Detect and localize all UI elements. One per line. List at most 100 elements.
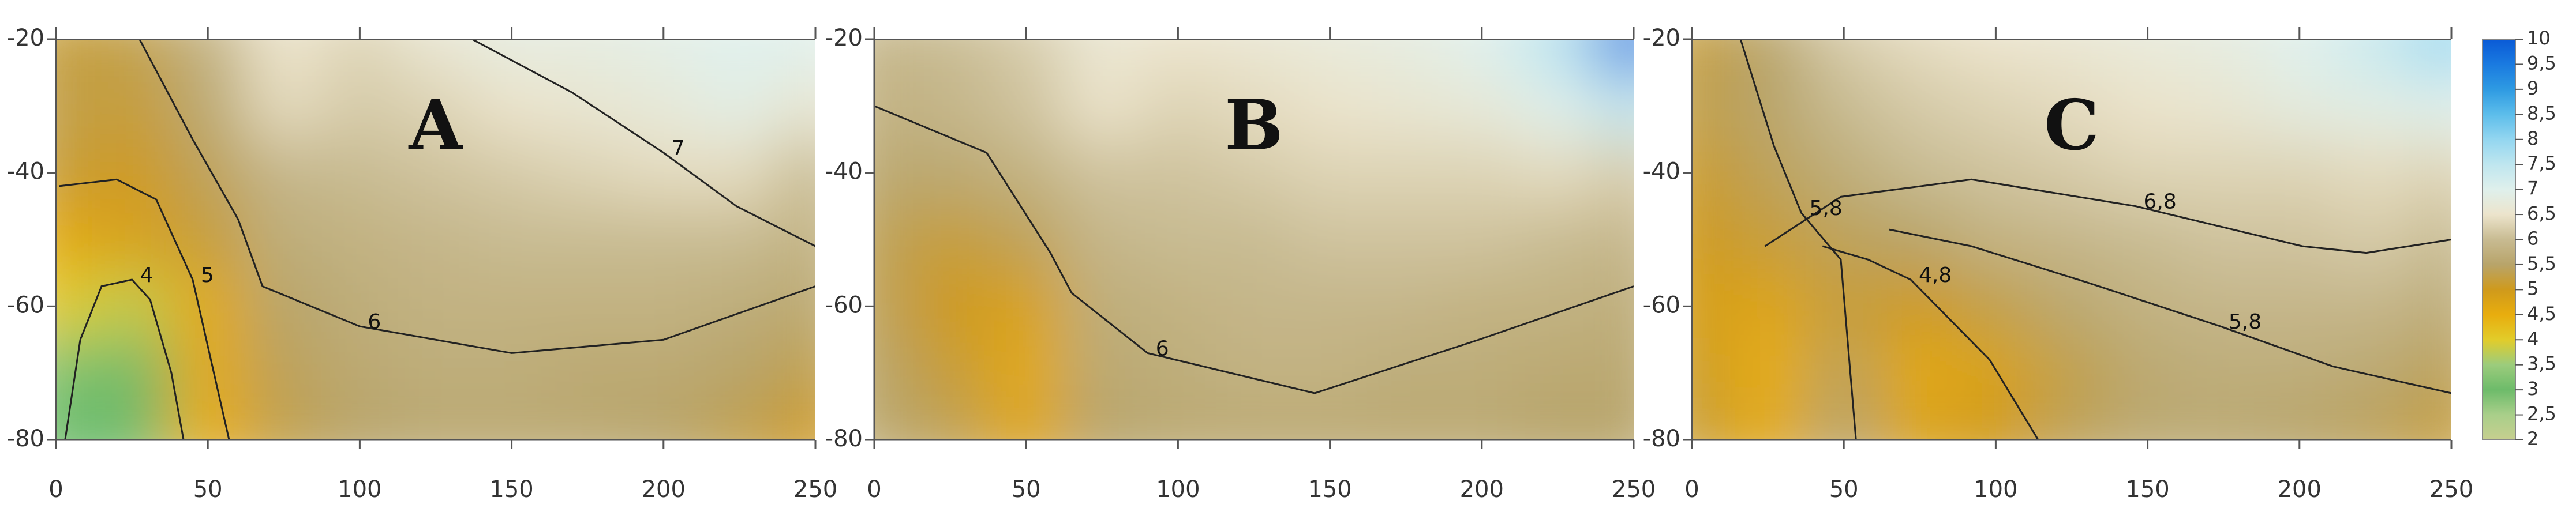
field-cell [1443, 339, 1521, 408]
colorbar-tick-label: 2 [2527, 428, 2538, 450]
field-cell [625, 272, 702, 341]
field-cell [1881, 71, 1959, 140]
field-cell [56, 138, 95, 207]
field-cell [1957, 138, 2035, 207]
panel-label: B [1225, 85, 1283, 166]
field-cell [1805, 39, 1882, 73]
field-cell [874, 39, 913, 73]
field-cell [1595, 71, 1634, 140]
contour-line [1889, 228, 2451, 394]
field-cell [1519, 39, 1597, 73]
field-cell [1957, 39, 2035, 73]
contour-line [138, 39, 815, 354]
x-tick-label: 50 [1829, 476, 1859, 503]
field-cell [2337, 71, 2414, 140]
colorbar-tick-label: 6 [2527, 228, 2538, 250]
field-cell [2109, 339, 2186, 408]
field-cell [1139, 339, 1217, 408]
field-cell [93, 39, 171, 73]
field-cell [1595, 339, 1634, 408]
contour-line [1822, 245, 2039, 440]
field-cell [56, 205, 95, 274]
field-cell [1367, 71, 1444, 140]
field-cell [1595, 406, 1634, 440]
field-cell [1692, 71, 1731, 140]
field-cell [1291, 138, 1369, 207]
field [1692, 39, 2451, 440]
x-tick-label: 0 [1684, 476, 1699, 503]
field-cell [1443, 71, 1521, 140]
field-cell [1805, 138, 1882, 207]
field-cell [2261, 71, 2338, 140]
field-cell [1443, 39, 1521, 73]
field-cell [701, 339, 778, 408]
field-cell [2033, 205, 2110, 274]
field-cell [1367, 205, 1444, 274]
contour-line [874, 105, 1634, 394]
field-cell [701, 272, 778, 341]
field-cell [1064, 272, 1141, 341]
field-cell [2337, 205, 2414, 274]
colorbar-tick-label: 3,5 [2527, 353, 2556, 375]
contour-label: 4 [140, 263, 153, 287]
field-cell [93, 272, 171, 341]
field-cell [1367, 272, 1444, 341]
colorbar-tick-label: 4 [2527, 327, 2538, 349]
x-tick-label: 250 [793, 476, 837, 503]
field-cell [321, 138, 399, 207]
field-cell [2413, 339, 2451, 408]
field-cell [1805, 272, 1882, 341]
field [874, 39, 1634, 440]
colorbar-tick-label: 5 [2527, 277, 2538, 299]
field-cell [1291, 205, 1369, 274]
field-cell [1291, 406, 1369, 440]
field-cell [397, 406, 474, 440]
y-tick-label: -40 [7, 159, 44, 185]
field-cell [1519, 406, 1597, 440]
field-cell [93, 138, 171, 207]
x-tick-label: 200 [1460, 476, 1504, 503]
field-cell [321, 39, 399, 73]
field-cell [874, 272, 913, 341]
field-cell [473, 71, 551, 140]
field-cell [473, 205, 551, 274]
field-cell [2185, 272, 2262, 341]
field-cell [1367, 339, 1444, 408]
field-cell [1692, 138, 1731, 207]
field-cell [1881, 272, 1959, 341]
field-cell [777, 138, 815, 207]
field-cell [169, 205, 246, 274]
field-cell [169, 339, 246, 408]
field-cell [2413, 272, 2451, 341]
field-cell [93, 71, 171, 140]
field-cell [56, 71, 95, 140]
field-cells [874, 39, 1634, 440]
field-cell [2261, 138, 2338, 207]
contour-label: 7 [672, 137, 685, 160]
field-cell [1519, 272, 1597, 341]
field-cell [397, 272, 474, 341]
colorbar-tick-label: 7 [2527, 178, 2538, 199]
x-tick-label: 50 [193, 476, 223, 503]
field-cell [1064, 406, 1141, 440]
colorbar-tick-label: 9 [2527, 77, 2538, 99]
field-cell [1805, 339, 1882, 408]
field-cell [56, 39, 95, 73]
field-cell [1367, 406, 1444, 440]
field-cell [2337, 39, 2414, 73]
y-tick-label: -80 [1643, 425, 1680, 452]
field-cell [911, 71, 989, 140]
field-cell [1291, 272, 1369, 341]
field-cell [987, 406, 1065, 440]
field-cell [2185, 406, 2262, 440]
x-tick-label: 50 [1012, 476, 1041, 503]
y-tick-label: -60 [825, 292, 863, 318]
x-tick-label: 200 [2278, 476, 2322, 503]
field-cell [1595, 205, 1634, 274]
field-cell [321, 339, 399, 408]
field-cell [2109, 39, 2186, 73]
colorbar-tick-label: 9,5 [2527, 52, 2556, 74]
contour-label: 5 [201, 263, 214, 287]
x-tick-label: 150 [2125, 476, 2169, 503]
